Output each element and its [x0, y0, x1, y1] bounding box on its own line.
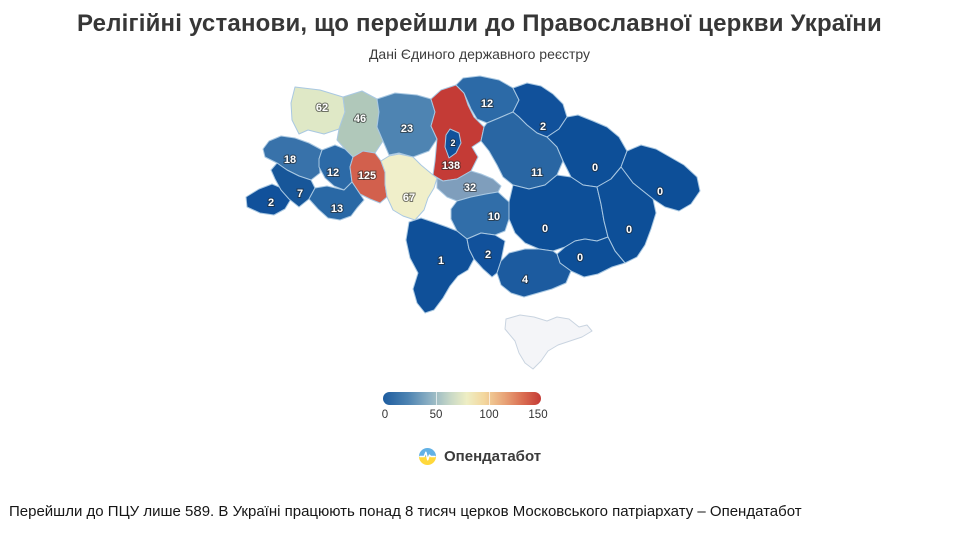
legend-tick-50: 50	[429, 409, 443, 421]
legend-separator	[489, 392, 490, 405]
region-cherkasy[interactable]	[436, 170, 502, 202]
region-zakarpattia[interactable]	[245, 183, 292, 216]
legend-tick-100: 100	[479, 409, 499, 421]
color-legend: 0 50 100 150	[381, 392, 548, 425]
opendatabot-logo[interactable]: Опендатабот	[418, 447, 541, 466]
region-kyiv-city[interactable]	[444, 128, 462, 159]
region-donetsk[interactable]	[596, 166, 657, 264]
region-kirovohrad[interactable]	[450, 191, 510, 240]
legend-ticks: 0 50 100 150	[381, 409, 548, 425]
region-chernivtsi[interactable]	[308, 181, 365, 221]
region-odesa[interactable]	[405, 217, 475, 314]
legend-separator	[436, 392, 437, 405]
region-ternopil[interactable]	[318, 144, 354, 191]
page-title: Релігійні установи, що перейшли до Право…	[77, 10, 882, 37]
region-lviv[interactable]	[262, 135, 323, 181]
footer-note: Перейшли до ПЦУ лише 589. В Україні прац…	[9, 503, 802, 520]
region-kherson[interactable]	[496, 248, 572, 298]
region-rivne[interactable]	[336, 90, 384, 158]
opendatabot-pulse-icon	[418, 447, 437, 466]
legend-tick-150: 150	[528, 409, 548, 421]
region-vinnytsia[interactable]	[380, 153, 438, 221]
page-subtitle: Дані Єдиного державного реєстру	[368, 46, 591, 62]
region-zhytomyr[interactable]	[376, 92, 438, 158]
region-ivano-frankivsk[interactable]	[270, 162, 316, 208]
legend-tick-0: 0	[381, 409, 389, 421]
region-volyn[interactable]	[290, 86, 346, 135]
legend-gradient-bar	[383, 392, 541, 405]
region-crimea[interactable]	[504, 314, 593, 370]
opendatabot-logo-text: Опендатабот	[444, 448, 542, 465]
